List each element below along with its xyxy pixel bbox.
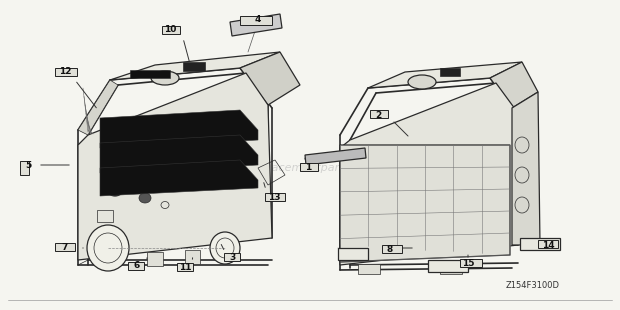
Ellipse shape <box>105 174 125 196</box>
Ellipse shape <box>139 193 151 203</box>
Bar <box>224 253 240 261</box>
Polygon shape <box>305 148 366 165</box>
Bar <box>460 259 482 267</box>
Ellipse shape <box>210 232 240 264</box>
Polygon shape <box>368 62 522 88</box>
Text: Z154F3100D: Z154F3100D <box>506 281 560 290</box>
Bar <box>130 70 170 78</box>
Polygon shape <box>110 52 280 80</box>
Text: ereplacementparts.com: ereplacementparts.com <box>243 163 377 173</box>
Text: 2: 2 <box>375 110 381 119</box>
Bar <box>382 245 402 253</box>
Bar <box>338 248 368 260</box>
Text: 10: 10 <box>164 25 176 34</box>
Bar <box>128 262 144 270</box>
Text: 6: 6 <box>134 262 140 271</box>
Ellipse shape <box>87 225 129 271</box>
Polygon shape <box>512 92 540 245</box>
Text: 3: 3 <box>229 254 235 263</box>
Polygon shape <box>340 145 510 262</box>
Polygon shape <box>490 62 538 108</box>
Bar <box>97 210 113 222</box>
Text: 14: 14 <box>542 241 554 250</box>
Bar <box>55 68 77 76</box>
Text: 4: 4 <box>255 16 261 24</box>
Bar <box>177 263 193 271</box>
Polygon shape <box>100 160 258 196</box>
Bar <box>162 26 180 34</box>
Bar <box>20 161 29 175</box>
Bar <box>440 264 462 274</box>
Text: 7: 7 <box>62 243 68 253</box>
Polygon shape <box>240 52 300 105</box>
Polygon shape <box>100 110 258 148</box>
Text: 11: 11 <box>179 263 191 272</box>
Bar <box>185 250 200 264</box>
Text: 5: 5 <box>25 161 31 170</box>
Text: 13: 13 <box>268 193 280 202</box>
Text: 15: 15 <box>462 259 474 268</box>
Bar <box>440 68 460 76</box>
Polygon shape <box>340 83 518 265</box>
Bar <box>55 243 75 251</box>
Bar <box>147 252 163 266</box>
Polygon shape <box>100 135 258 173</box>
Ellipse shape <box>408 75 436 89</box>
Polygon shape <box>78 73 272 260</box>
Text: 8: 8 <box>387 246 393 255</box>
Text: 12: 12 <box>59 68 71 77</box>
Bar <box>183 62 205 71</box>
Bar <box>520 238 560 250</box>
Bar <box>428 260 468 272</box>
Bar <box>300 163 318 171</box>
Bar <box>240 16 272 25</box>
Ellipse shape <box>151 71 179 85</box>
Bar <box>370 110 388 118</box>
Polygon shape <box>230 14 282 36</box>
Bar <box>265 193 285 201</box>
Polygon shape <box>78 80 118 135</box>
Text: 1: 1 <box>305 163 311 172</box>
Bar <box>538 240 558 248</box>
Bar <box>358 264 380 274</box>
